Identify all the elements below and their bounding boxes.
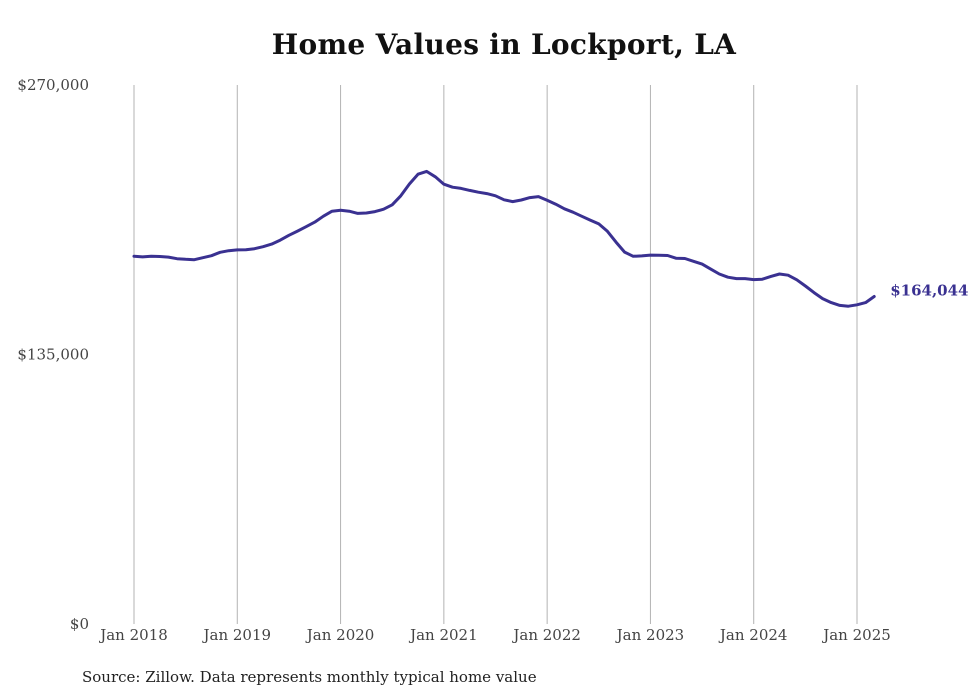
x-tick-label: Jan 2020 xyxy=(305,626,375,644)
x-tick-label: Jan 2022 xyxy=(511,626,581,644)
series-layer: $164,044 xyxy=(132,169,968,308)
x-tick-label: Jan 2025 xyxy=(821,626,891,644)
x-tick-label: Jan 2019 xyxy=(202,626,272,644)
end-value-label: $164,044 xyxy=(890,282,968,300)
x-tick-label: Jan 2021 xyxy=(408,626,478,644)
source-note: Source: Zillow. Data represents monthly … xyxy=(82,668,537,686)
x-tick-label: Jan 2023 xyxy=(615,626,685,644)
y-tick-label: $270,000 xyxy=(17,76,89,94)
x-axis-tick-labels: Jan 2018 Jan 2019 Jan 2020 Jan 2021 Jan 2022… xyxy=(98,626,891,644)
y-tick-label: $135,000 xyxy=(17,346,89,364)
line-chart: $0$135,000$270,000 Jan 2018 Jan 2019 Jan 2… xyxy=(17,76,968,644)
y-tick-label: $0 xyxy=(70,615,89,633)
y-axis-tick-labels: $0 $135,000 $270,000 xyxy=(17,76,89,633)
series-line xyxy=(132,169,876,308)
x-tick-label: Jan 2024 xyxy=(718,626,788,644)
chart-title: Home Values in Lockport, LA xyxy=(271,28,737,61)
x-tick-label: Jan 2018 xyxy=(98,626,168,644)
gridlines xyxy=(133,85,858,624)
